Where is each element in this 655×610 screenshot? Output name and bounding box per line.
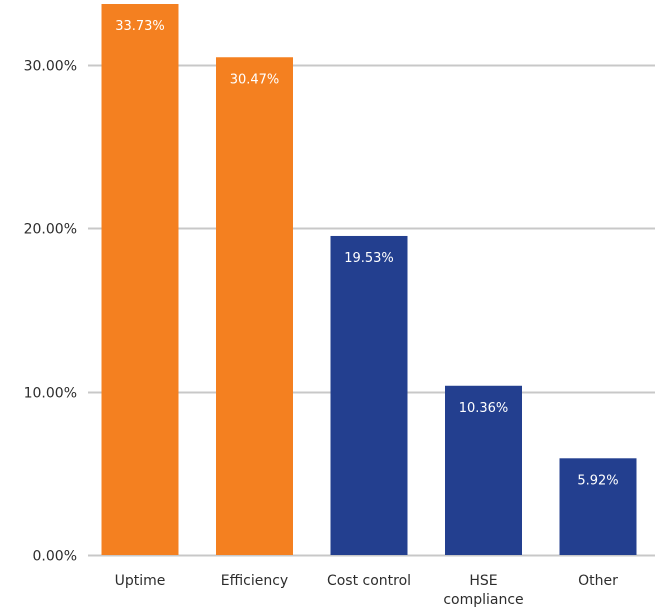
x-category-label: Efficiency: [221, 573, 288, 589]
bar: [445, 385, 522, 555]
gridlines: [88, 64, 655, 557]
bar: [101, 4, 179, 555]
bar-value-label: 19.53%: [344, 251, 394, 266]
bar-value-label: 33.73%: [115, 19, 165, 34]
x-category-label: Uptime: [115, 573, 166, 589]
bar-value-label: 10.36%: [459, 401, 509, 416]
y-tick-label: 30.00%: [24, 59, 77, 75]
bar: [330, 235, 408, 555]
y-tick-label: 10.00%: [24, 386, 77, 402]
y-tick-label: 20.00%: [24, 222, 77, 238]
x-category-label: Other: [578, 573, 618, 589]
labels: 0.00% 10.00% 20.00% 30.00% 33.73% Uptime 30.47…: [24, 19, 619, 608]
bars: [101, 4, 637, 555]
x-category-label-line: HSE: [469, 573, 497, 589]
y-tick-label: 0.00%: [33, 549, 77, 565]
x-category-label-line: compliance: [443, 592, 523, 608]
bar: [216, 57, 293, 555]
bar-value-label: 5.92%: [577, 473, 618, 488]
x-category-label: Cost control: [327, 573, 411, 589]
bar-value-label: 30.47%: [230, 72, 280, 87]
x-category-label: HSE compliance: [443, 573, 523, 608]
bar: [559, 458, 637, 555]
